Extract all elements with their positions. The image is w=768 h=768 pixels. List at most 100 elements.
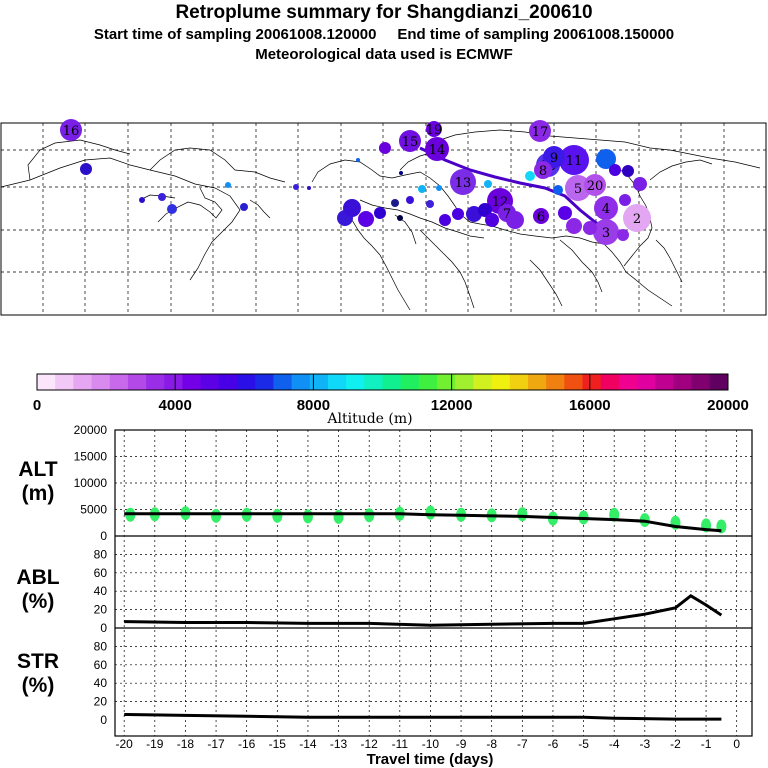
colorbar-cell-28: [546, 374, 565, 390]
map-point-29: [622, 165, 634, 177]
colorbar-cell-7: [164, 374, 183, 390]
x-axis-label: Travel time (days): [367, 751, 494, 768]
colorbar-cell-36: [691, 374, 711, 390]
colorbar-cell-23: [455, 374, 474, 390]
map-point-22: [506, 211, 524, 229]
colorbar-cell-30: [582, 374, 602, 390]
cluster-circle-6: [533, 208, 549, 224]
map-point-6: [293, 184, 299, 190]
x-tick-4: -16: [238, 737, 256, 751]
time-series-panels: 0 5000 10000 15000 20000 0 20 40 60 80 0 20 40 60 80 -…: [16, 423, 753, 768]
map-point-0: [80, 163, 92, 175]
cluster-label-5: 5: [574, 182, 582, 197]
y-tick-2-0: 0: [100, 713, 107, 727]
colorbar-cell-17: [346, 374, 365, 390]
alt-unit: (m): [22, 482, 55, 505]
y-tick-2-4: 80: [94, 639, 108, 653]
colorbar-label-2: 8000: [297, 397, 330, 414]
alt-scatter-10: [425, 505, 436, 520]
map-point-27: [583, 221, 597, 235]
colorbar-title: Altitude (m): [326, 411, 412, 427]
colorbar-cell-31: [600, 374, 620, 390]
colorbar-cell-1: [55, 374, 74, 390]
x-tick-11: -9: [456, 737, 467, 751]
map-point-19: [478, 203, 492, 217]
alt-scatter-3: [211, 508, 222, 523]
cluster-circle-11: [559, 145, 589, 175]
map-point-10: [358, 211, 374, 227]
colorbar-cell-15: [309, 374, 329, 390]
cluster-label-3: 3: [602, 226, 610, 241]
map-point-4: [225, 182, 231, 188]
cluster-label-11: 11: [566, 154, 583, 169]
map-point-36: [356, 158, 360, 162]
cluster-circle-13: [450, 169, 476, 195]
map-point-7: [307, 186, 311, 190]
x-tick-1: -19: [146, 737, 164, 751]
colorbar-cell-4: [109, 374, 129, 390]
colorbar-cell-10: [218, 374, 238, 390]
colorbar-cell-37: [709, 374, 729, 390]
cluster-label-19: 19: [426, 123, 443, 138]
colorbar-cell-3: [91, 374, 111, 390]
cluster-circle-9: [543, 146, 565, 168]
map-point-5: [240, 203, 248, 211]
y-tick-2-2: 40: [94, 676, 108, 690]
colorbar-cell-35: [673, 374, 693, 390]
map-point-9: [343, 199, 361, 217]
retroplume-map: 1615141312111098765432171920: [0, 119, 767, 316]
y-tick-1-0: 0: [100, 621, 107, 635]
x-tick-19: -1: [701, 737, 712, 751]
y-tick-0-2: 10000: [74, 476, 108, 490]
colorbar-cell-12: [255, 374, 274, 390]
x-tick-2: -18: [177, 737, 195, 751]
colorbar-frame: [36, 373, 729, 391]
map-point-24: [553, 185, 563, 195]
sampling-times: Start time of sampling 20061008.120000 E…: [0, 26, 768, 43]
cluster-circle-5: [565, 175, 591, 201]
cluster-label-9: 9: [550, 151, 558, 166]
alt-scatter-8: [364, 508, 375, 523]
colorbar-cell-33: [637, 374, 656, 390]
alt-scatter-6: [302, 509, 313, 524]
alt-scatter-5: [272, 508, 283, 523]
cluster-label-8: 8: [539, 164, 547, 179]
colorbar-cell-19: [382, 374, 402, 390]
alt-scatter-7: [333, 509, 344, 524]
colorbar-cell-8: [182, 374, 202, 390]
x-tick-18: -2: [670, 737, 681, 751]
x-tick-9: -11: [392, 737, 409, 751]
cluster-circle-14: [425, 137, 449, 161]
cluster-label-7: 7: [503, 207, 511, 222]
map-point-38: [617, 229, 629, 241]
small-points: [80, 142, 647, 241]
map-point-17: [452, 208, 464, 220]
cluster-label-4: 4: [602, 202, 610, 217]
map-point-34: [418, 185, 426, 193]
end-time-label: End time of sampling 20061008.150000: [397, 26, 675, 43]
cluster-circle-15: [399, 130, 421, 152]
colorbar-label-5: 20000: [707, 397, 749, 414]
y-tick-0-3: 15000: [74, 450, 108, 464]
vertical-gridlines: [123, 430, 738, 736]
cluster-circle-20: [584, 174, 606, 196]
colorbar-cell-21: [418, 374, 438, 390]
x-tick-10: -10: [422, 737, 440, 751]
map-point-13: [397, 215, 403, 221]
series-line-str: [124, 713, 722, 721]
map-point-32: [619, 194, 631, 206]
colorbar-cell-34: [655, 374, 674, 390]
cluster-label-15: 15: [402, 135, 419, 150]
map-point-12: [391, 199, 399, 207]
y-tick-0-1: 5000: [80, 503, 107, 517]
colorbar-label-3: 12000: [431, 397, 473, 414]
x-tick-17: -3: [639, 737, 650, 751]
colorbar-cell-25: [491, 374, 511, 390]
colorbar-cell-32: [618, 374, 638, 390]
x-tick-3: -17: [207, 737, 225, 751]
colorbar-cell-26: [509, 374, 529, 390]
colorbar-cell-13: [273, 374, 292, 390]
y-tick-0-0: 0: [100, 529, 107, 543]
map-point-30: [633, 177, 647, 191]
